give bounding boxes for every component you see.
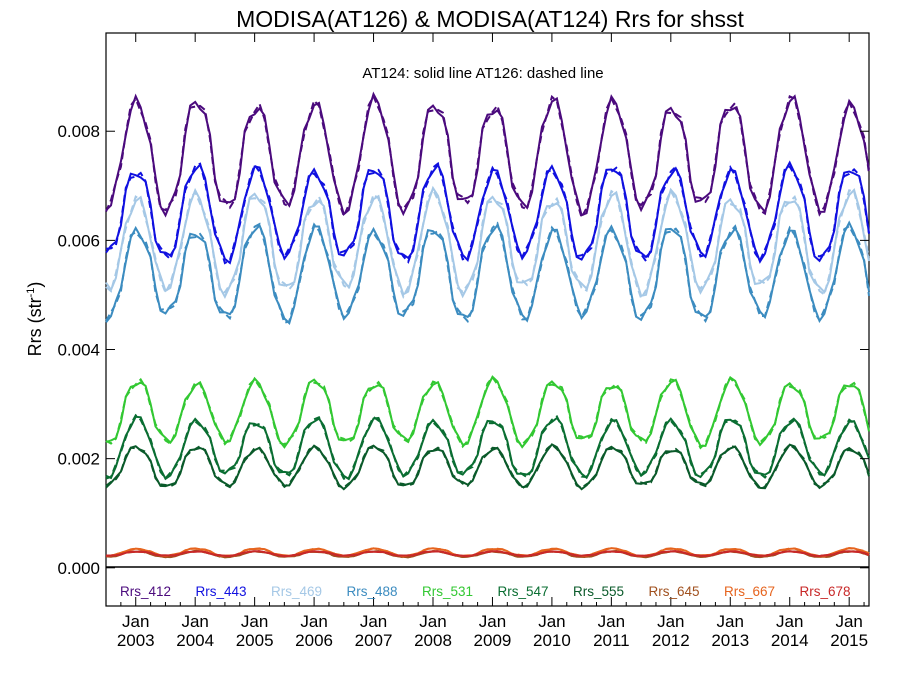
legend-item-rrs_488: Rrs_488 [347, 584, 398, 599]
x-tick-month: Jan [360, 612, 387, 631]
y-tick-label: 0.002 [57, 450, 100, 469]
x-tick-month: Jan [479, 612, 506, 631]
x-tick-month: Jan [241, 612, 268, 631]
legend-item-rrs_678: Rrs_678 [800, 584, 851, 599]
y-tick-label: 0.008 [57, 122, 100, 141]
x-tick-month: Jan [419, 612, 446, 631]
x-tick-year: 2011 [593, 631, 630, 650]
x-tick-year: 2014 [771, 631, 809, 650]
x-tick-month: Jan [776, 612, 803, 631]
x-tick-year: 2004 [176, 631, 214, 650]
series-line-rrs_555-at126 [105, 443, 870, 491]
legend-item-rrs_667: Rrs_667 [724, 584, 775, 599]
x-tick-month: Jan [122, 612, 149, 631]
legend-item-rrs_469: Rrs_469 [271, 584, 322, 599]
series-line-rrs_555-at124 [105, 443, 870, 491]
series-line-rrs_443-at126 [105, 161, 870, 265]
x-tick-month: Jan [300, 612, 327, 631]
x-tick-month: Jan [835, 612, 862, 631]
y-axis-label-sup: -1 [25, 288, 37, 298]
x-tick-month: Jan [598, 612, 625, 631]
x-tick-year: 2008 [414, 631, 452, 650]
x-tick-year: 2006 [295, 631, 333, 650]
series-layer [105, 91, 870, 559]
x-tick-year: 2013 [711, 631, 749, 650]
x-tick-year: 2005 [236, 631, 274, 650]
legend-item-rrs_555: Rrs_555 [573, 584, 624, 599]
legend: Rrs_412 Rrs_443 Rrs_469 Rrs_488 Rrs_531 Rrs_5… [120, 584, 851, 599]
x-tick-year: 2015 [830, 631, 868, 650]
series-line-rrs_412-at124 [105, 91, 870, 218]
legend-item-rrs_547: Rrs_547 [498, 584, 549, 599]
y-tick-label: 0.006 [57, 231, 100, 250]
x-tick-month: Jan [181, 612, 208, 631]
x-tick-month: Jan [538, 612, 565, 631]
line-style-note: AT124: solid line AT126: dashed line [362, 65, 603, 82]
y-axis-label-end: ) [25, 282, 45, 288]
series-line-rrs_547-at126 [105, 413, 870, 480]
y-tick-label: 0.000 [57, 559, 100, 578]
y-axis-label-main: Rrs (str [25, 297, 45, 356]
x-tick-month: Jan [657, 612, 684, 631]
x-tick-month: Jan [717, 612, 744, 631]
series-line-rrs_412-at126 [105, 94, 870, 221]
x-tick-year: 2010 [533, 631, 571, 650]
series-line-rrs_678-at126 [105, 549, 870, 558]
series-line-rrs_443-at124 [105, 160, 870, 265]
x-tick-year: 2007 [355, 631, 393, 650]
y-tick-label: 0.004 [57, 341, 100, 360]
legend-item-rrs_645: Rrs_645 [649, 584, 700, 599]
chart-title: MODISA(AT126) & MODISA(AT124) Rrs for sh… [236, 6, 744, 32]
legend-item-rrs_412: Rrs_412 [120, 584, 171, 599]
series-line-rrs_488-at126 [105, 221, 870, 325]
series-line-rrs_469-at126 [105, 187, 870, 301]
legend-item-rrs_443: Rrs_443 [196, 584, 247, 599]
x-tick-year: 2003 [117, 631, 155, 650]
legend-item-rrs_531: Rrs_531 [422, 584, 473, 599]
series-line-rrs_531-at126 [105, 375, 870, 450]
y-axis-label: Rrs (str-1) [25, 282, 45, 357]
x-tick-year: 2009 [474, 631, 512, 650]
x-tick-year: 2012 [652, 631, 690, 650]
ticks-layer: 0.0000.0020.0040.0060.008Jan2003Jan2004J… [57, 33, 869, 650]
